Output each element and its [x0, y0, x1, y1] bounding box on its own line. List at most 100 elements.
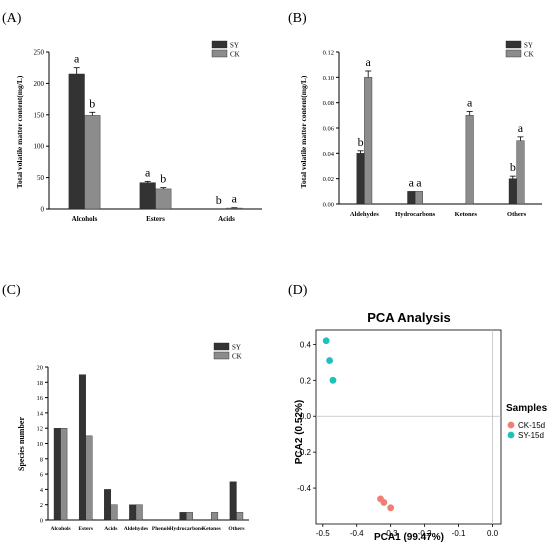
- significance-label: b: [358, 135, 364, 149]
- panel-d-label: (D): [288, 283, 308, 298]
- y-tick-label: 0: [40, 518, 43, 525]
- y-tick-label: 2: [40, 502, 43, 509]
- panel-c-ylabel: Species number: [17, 417, 26, 471]
- x-tick-label: Alcohols: [72, 215, 98, 223]
- bar-sy: [356, 153, 365, 205]
- y-tick-label: 0.4: [300, 340, 312, 349]
- y-tick-label: 0.04: [323, 151, 335, 158]
- panel-c-label: (C): [2, 283, 21, 298]
- bar-ck: [236, 512, 244, 521]
- x-tick-label: -0.2: [418, 529, 432, 538]
- x-tick-label: Esters: [146, 215, 165, 223]
- x-tick-label: -0.5: [316, 529, 330, 538]
- y-tick-label: 14: [37, 410, 44, 417]
- legend-swatch-sy: [505, 40, 522, 49]
- bar-ck: [465, 115, 474, 205]
- x-tick-label: Others: [228, 526, 244, 532]
- bar-sy: [129, 504, 137, 521]
- y-tick-label: 12: [37, 426, 44, 433]
- bar-ck: [85, 435, 93, 521]
- legend-label-ck: CK: [232, 353, 242, 361]
- y-tick-label: 4: [40, 487, 44, 494]
- legend-marker-ck-15d: [507, 421, 515, 429]
- x-tick-label: -0.4: [350, 529, 364, 538]
- bar-ck: [516, 140, 525, 205]
- y-tick-label: 0.10: [323, 75, 334, 82]
- bar-ck: [414, 191, 423, 205]
- y-tick-label: 200: [34, 80, 45, 88]
- x-tick-label: 0.0: [487, 529, 499, 538]
- y-tick-label: 0.02: [323, 176, 334, 183]
- legend-label-sy: SY: [232, 344, 241, 352]
- significance-label: a: [145, 165, 151, 179]
- x-tick-label: Aldehydes: [124, 526, 148, 532]
- panel-b: (B) Total volatile matter content(mg/L) …: [288, 11, 542, 218]
- point-ck-15d: [380, 499, 388, 506]
- legend-swatch-ck: [211, 49, 228, 58]
- bar-ck: [60, 428, 68, 521]
- x-tick-label: Aldehydes: [350, 211, 379, 218]
- legend-label-sy-15d: SY-15d: [518, 431, 544, 440]
- legend-swatch-sy: [213, 342, 230, 351]
- x-tick-label: Others: [507, 211, 527, 218]
- x-tick-label: Hydrocarbons: [395, 211, 435, 218]
- x-tick-label: Alcohols: [50, 526, 70, 532]
- y-tick-label: 100: [34, 143, 45, 151]
- y-tick-label: 150: [34, 111, 45, 119]
- bar-ck: [226, 207, 243, 210]
- significance-label: b: [160, 172, 166, 186]
- legend-swatch-sy: [211, 40, 228, 49]
- bar-sy: [68, 73, 85, 210]
- legend-label-sy: SY: [230, 42, 239, 50]
- significance-label: a: [467, 96, 473, 110]
- legend-label-ck: CK: [524, 51, 534, 59]
- panel-a-ylabel: Total volatile matter content(mg/L): [15, 75, 24, 188]
- significance-label: a: [518, 121, 524, 135]
- y-tick-label: 0: [41, 206, 45, 214]
- panel-b-label: (B): [288, 11, 307, 26]
- bar-sy: [407, 191, 416, 205]
- y-tick-label: 16: [37, 395, 44, 402]
- significance-label: b: [510, 160, 516, 174]
- bar-sy: [508, 178, 517, 205]
- y-tick-label: 0.0: [300, 412, 312, 421]
- panel-b-plot: 0.00 0.02 0.04 0.06 0.08 0.10 0.12 Aldehydes b a H…: [323, 40, 542, 218]
- bar-sy: [53, 428, 61, 521]
- y-tick-label: 0.12: [323, 50, 334, 57]
- panel-d: (D) PCA Analysis PCA1 (99.47%) PCA2 (0.5…: [288, 283, 548, 543]
- legend-label-ck-15d: CK-15d: [518, 421, 545, 430]
- y-tick-label: 10: [37, 441, 44, 448]
- point-ck-15d: [387, 504, 395, 512]
- y-tick-label: -0.2: [297, 448, 311, 457]
- y-tick-label: 20: [37, 365, 44, 372]
- significance-label: b: [216, 193, 222, 207]
- bar-sy: [229, 481, 237, 521]
- y-tick-label: -0.4: [297, 484, 311, 493]
- x-tick-label: -0.1: [452, 529, 466, 538]
- panel-d-xlabel: PCA1 (99.47%): [374, 532, 444, 543]
- bar-sy: [139, 182, 156, 210]
- point-sy-15d: [326, 357, 333, 364]
- y-tick-label: 0.2: [300, 376, 312, 385]
- x-tick-label: Ketones: [455, 211, 478, 218]
- significance-label: a: [232, 192, 238, 206]
- y-tick-label: 6: [40, 472, 44, 479]
- legend-swatch-ck: [213, 351, 230, 360]
- significance-label: a: [416, 175, 422, 189]
- panel-c: (C) Species number 0 2 4 6 8 10 12 14 16 18 20 Alco…: [2, 283, 249, 532]
- significance-label: b: [89, 96, 95, 110]
- bar-ck: [185, 512, 193, 521]
- significance-label: a: [74, 52, 80, 66]
- x-tick-label: Acids: [218, 215, 235, 223]
- y-tick-label: 0.06: [323, 126, 335, 133]
- y-tick-label: 8: [40, 456, 43, 463]
- plot-frame: [315, 329, 502, 525]
- legend-marker-sy-15d: [507, 431, 515, 439]
- bar-sy: [104, 489, 112, 521]
- x-tick-label: Ketones: [202, 526, 221, 532]
- bar-ck: [84, 115, 101, 210]
- bar-sy: [179, 512, 187, 521]
- point-sy-15d: [329, 376, 337, 384]
- bar-sy: [78, 374, 86, 521]
